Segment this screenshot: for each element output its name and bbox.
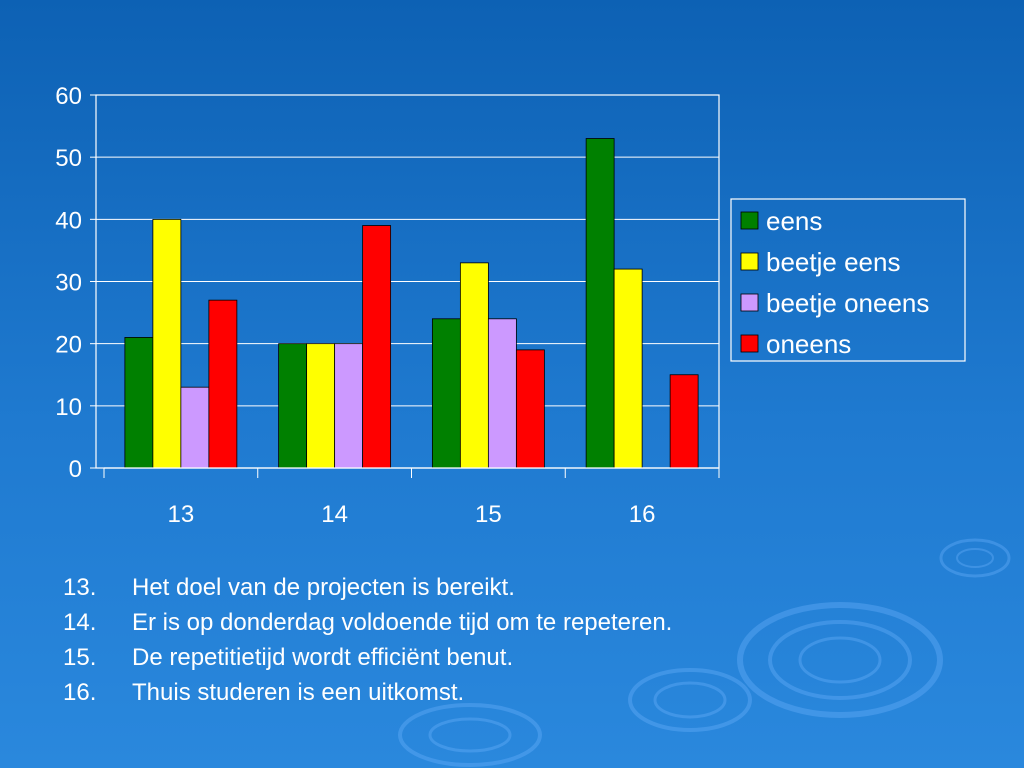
legend-label: oneens <box>766 329 851 359</box>
bar-beetje-eens-13 <box>152 218 182 469</box>
question-item-16: 16. Thuis studeren is een uitkomst. <box>63 675 672 710</box>
legend-swatch <box>740 211 759 230</box>
bar-eens-15 <box>431 318 461 469</box>
legend-label: beetje oneens <box>766 288 929 318</box>
bar-oneens-16 <box>669 374 699 469</box>
question-number: 13. <box>63 574 97 601</box>
question-text: Er is op donderdag voldoende tijd om te … <box>132 609 673 636</box>
x-tick-label: 14 <box>321 501 348 528</box>
bar-beetje-eens-16 <box>613 268 643 469</box>
bar-oneens-14 <box>362 225 392 469</box>
question-text: Het doel van de projecten is bereikt. <box>132 574 515 601</box>
y-tick-label: 20 <box>55 332 82 359</box>
bar-eens-14 <box>278 343 308 469</box>
bar-eens-13 <box>124 337 154 469</box>
legend-label: eens <box>766 206 822 236</box>
bar-beetje-oneens-13 <box>180 386 210 469</box>
y-tick-label: 30 <box>55 270 82 297</box>
y-tick-label: 50 <box>55 145 82 172</box>
question-number: 16. <box>63 679 97 706</box>
legend-box <box>730 198 966 362</box>
legend-label: beetje eens <box>766 247 900 277</box>
x-axis-ticks: 13 14 15 16 <box>103 468 720 528</box>
bar-beetje-eens-15 <box>459 262 489 469</box>
legend-swatch <box>740 293 759 312</box>
bar-oneens-13 <box>208 299 238 469</box>
question-number: 15. <box>63 644 97 671</box>
y-tick-label: 60 <box>55 83 82 110</box>
legend-swatch <box>740 252 759 271</box>
question-text: Thuis studeren is een uitkomst. <box>132 679 465 706</box>
x-tick-label: 16 <box>629 501 656 528</box>
bar-beetje-eens-14 <box>306 343 336 469</box>
legend: eens beetje eens beetje oneens oneens <box>730 198 966 362</box>
x-tick-label: 13 <box>168 501 195 528</box>
y-axis-ticks: 0 10 20 30 40 50 60 <box>55 83 96 483</box>
bar-eens-16 <box>585 138 615 469</box>
y-tick-label: 0 <box>69 456 82 483</box>
question-text: De repetitietijd wordt efficiënt benut. <box>132 644 514 671</box>
y-tick-label: 40 <box>55 207 82 234</box>
y-tick-label: 10 <box>55 394 82 421</box>
bars <box>124 138 699 469</box>
question-item-14: 14. Er is op donderdag voldoende tijd om… <box>63 605 672 640</box>
bar-chart: 0 10 20 30 40 50 60 13 14 15 16 eens beetje eens be… <box>55 83 966 528</box>
question-list: 13. Het doel van de projecten is bereikt… <box>63 570 672 710</box>
bar-beetje-oneens-14 <box>334 343 364 469</box>
question-item-13: 13. Het doel van de projecten is bereikt… <box>63 570 672 605</box>
question-item-15: 15. De repetitietijd wordt efficiënt ben… <box>63 640 672 675</box>
bar-beetje-oneens-15 <box>487 318 517 469</box>
x-tick-label: 15 <box>475 501 502 528</box>
bar-oneens-15 <box>515 349 545 469</box>
question-number: 14. <box>63 609 97 636</box>
legend-swatch <box>740 334 759 353</box>
